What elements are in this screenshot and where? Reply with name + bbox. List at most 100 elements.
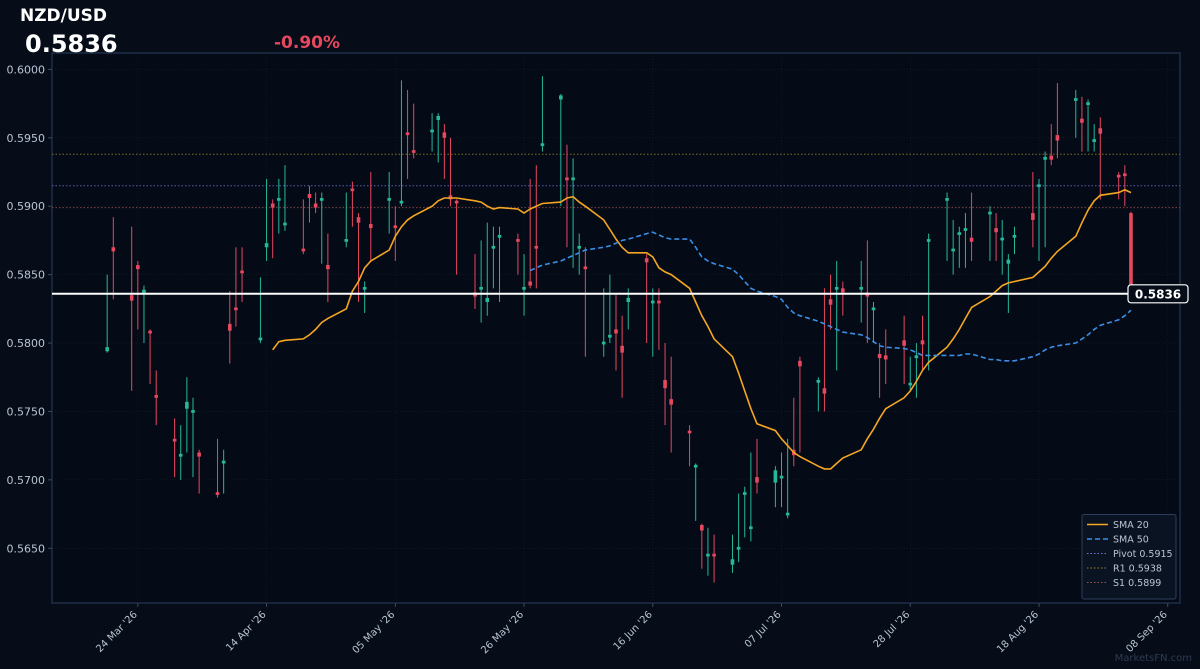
candle-body xyxy=(430,129,434,133)
candle-body xyxy=(129,295,134,301)
legend-label: Pivot 0.5915 xyxy=(1113,549,1173,560)
candle-body xyxy=(1037,184,1041,188)
candle-body xyxy=(626,297,631,303)
candle-body xyxy=(951,248,955,252)
candle-body xyxy=(516,239,520,242)
candle-body xyxy=(779,475,784,479)
candle-body xyxy=(1055,135,1060,141)
candle-body xyxy=(277,198,281,201)
candle-body xyxy=(608,334,612,338)
candle-body xyxy=(834,286,839,290)
candle-body xyxy=(172,438,177,442)
candle-body xyxy=(405,132,410,136)
candle-body xyxy=(479,286,483,290)
candle-body xyxy=(877,353,882,359)
candle-body xyxy=(1080,118,1084,123)
candle-body xyxy=(822,388,827,394)
candle-body xyxy=(1116,174,1121,178)
candle-body xyxy=(969,237,974,242)
candle-body xyxy=(816,379,821,383)
candle-body xyxy=(742,492,747,495)
candle-body xyxy=(350,188,355,192)
candle-body xyxy=(841,288,845,293)
candle-body xyxy=(240,270,244,274)
price-tag xyxy=(1127,284,1189,304)
candle-body xyxy=(368,224,373,229)
candle-body xyxy=(565,177,569,181)
y-tick-label: 0.5900 xyxy=(7,200,46,213)
candle-body xyxy=(436,115,441,121)
candle-body xyxy=(908,382,913,386)
y-tick-label: 0.5800 xyxy=(7,337,46,350)
sma-line xyxy=(529,231,1132,362)
y-tick-label: 0.5750 xyxy=(7,405,46,418)
candle-body xyxy=(1049,155,1054,160)
y-tick-label: 0.5700 xyxy=(7,474,46,487)
candle-body xyxy=(227,323,232,331)
legend-label: SMA 50 xyxy=(1113,535,1149,546)
candle-body xyxy=(945,198,949,201)
candle-body xyxy=(1031,213,1035,220)
candle-body xyxy=(601,341,606,345)
candle-body xyxy=(957,232,962,235)
candle-body xyxy=(620,345,624,353)
candle-body xyxy=(1073,98,1078,101)
candle-body xyxy=(1123,173,1127,177)
candle-body xyxy=(491,245,496,249)
candle-body xyxy=(148,330,152,334)
candle-body xyxy=(1098,128,1103,134)
candle-body xyxy=(307,193,312,199)
legend-label: R1 0.5938 xyxy=(1113,564,1162,575)
candle-body xyxy=(871,307,876,311)
candle-body xyxy=(1006,259,1011,264)
candle-body xyxy=(234,307,238,311)
candle-body xyxy=(687,430,692,434)
candle-body xyxy=(111,247,116,252)
candle-body xyxy=(283,222,287,226)
candle-body xyxy=(926,239,931,242)
candle-body xyxy=(650,300,655,304)
pair-title: NZD/USD xyxy=(20,6,107,26)
candle-body xyxy=(105,347,109,352)
candle-body xyxy=(963,228,968,231)
candle-body xyxy=(485,297,490,303)
candle-body xyxy=(270,203,275,208)
candle-body xyxy=(1012,234,1017,238)
candle-body xyxy=(197,452,201,457)
candle-body xyxy=(577,245,582,249)
candle-body xyxy=(883,355,888,360)
candle-body xyxy=(773,470,778,483)
candle-body xyxy=(528,281,532,286)
candle-body xyxy=(221,460,226,464)
candle-body xyxy=(583,266,588,270)
candle-body xyxy=(185,401,189,409)
candle-body xyxy=(706,553,710,557)
candle-body xyxy=(749,526,753,530)
candle-body xyxy=(191,410,195,413)
watermark: MarketsFN.com xyxy=(1115,653,1192,664)
candle-body xyxy=(313,203,318,208)
candle-body xyxy=(1043,156,1047,160)
candle-body xyxy=(1086,102,1090,105)
candle-body xyxy=(657,300,661,304)
candle-body xyxy=(264,243,269,248)
price-tag-label: 0.5836 xyxy=(1135,287,1181,301)
candle-body xyxy=(571,177,575,181)
legend-label: S1 0.5899 xyxy=(1113,578,1161,589)
candle-body xyxy=(902,340,906,346)
candle-body xyxy=(785,512,790,516)
candle-body xyxy=(326,265,330,270)
candle-body xyxy=(142,289,146,294)
candle-body xyxy=(994,228,998,233)
candle-body xyxy=(301,248,306,252)
candle-body xyxy=(755,477,759,483)
candle-body xyxy=(730,559,735,565)
candle-body xyxy=(393,225,398,229)
candle-body xyxy=(497,234,502,238)
candle-body xyxy=(559,95,563,100)
y-tick-label: 0.5650 xyxy=(7,542,46,555)
y-tick-label: 0.5950 xyxy=(7,132,46,145)
candle-body xyxy=(215,492,220,495)
candle-body xyxy=(319,198,324,201)
legend-box xyxy=(1081,514,1177,600)
